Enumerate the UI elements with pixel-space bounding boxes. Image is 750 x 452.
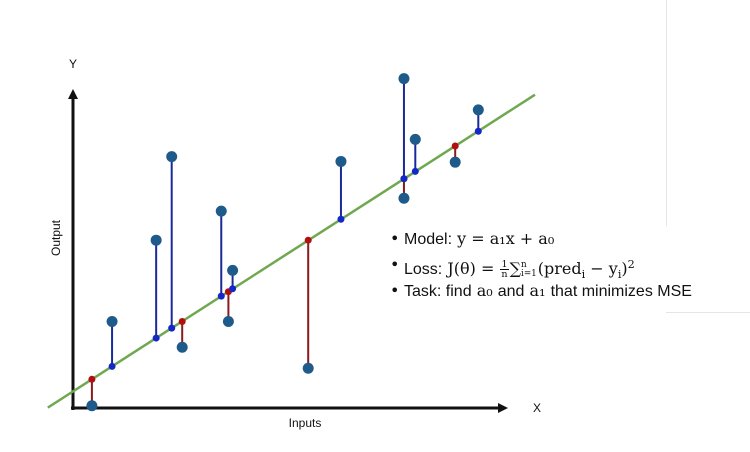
actual-point-15 [472,104,484,116]
task-text-1: Task: find [404,283,472,300]
actual-point-3 [150,234,162,246]
model-label: Model: [404,231,453,248]
loss-fraction-denominator: n [501,269,508,281]
actual-point-12 [398,73,410,85]
predicted-point-2 [108,362,116,370]
y-axis-letter: Y [69,57,77,71]
predicted-point-3 [152,334,160,342]
actual-point-14 [449,156,461,168]
loss-minus: − y [585,259,618,279]
actual-point-1 [86,400,98,412]
loss-close: ) [621,259,628,279]
task-a0: a₀ [476,281,493,300]
actual-point-8 [227,264,239,276]
sum-symbol: ∑ [509,259,521,279]
predicted-point-13 [411,167,419,175]
predicted-point-9 [304,236,312,244]
actual-point-13 [409,133,421,145]
predicted-point-4 [168,324,176,332]
sum-upper: n [521,259,527,270]
task-a1: a₁ [529,281,546,300]
axes [68,89,508,413]
x-axis-letter: X [533,401,541,415]
actual-point-6 [215,205,227,217]
actual-point-11 [398,192,410,204]
annotation-list: Model: y = a₁x + a₀ Loss: J(θ) = 1n∑ni=1… [388,226,692,304]
loss-label: Loss: [404,261,443,279]
predicted-point-14 [451,142,459,150]
predicted-point-5 [178,318,186,326]
loss-lhs: J(θ) = [447,259,495,279]
sum-limits: n i=1 [521,261,537,279]
loss-power: 2 [627,258,635,271]
frame-divider-horizontal [666,312,750,313]
x-axis-label: Inputs [289,416,322,430]
predicted-point-1 [88,375,96,383]
predicted-point-8 [229,285,237,293]
actual-point-4 [166,151,178,163]
actual-point-2 [106,316,118,328]
model-equation: y = a₁x + a₀ [457,229,555,248]
predicted-point-15 [474,127,482,135]
task-text-2: and [497,283,525,300]
sum-lower: i=1 [521,268,537,279]
loss-bullet: Loss: J(θ) = 1n∑ni=1(predi − yi)2 [388,252,692,282]
loss-subscript-i2: i [617,268,622,282]
predicted-point-12 [400,175,408,183]
loss-body: (pred [537,259,582,279]
actual-point-10 [335,155,347,167]
point-layer [86,73,484,412]
frame-divider-vertical [666,0,667,226]
predicted-point-10 [337,215,345,223]
model-bullet: Model: y = a₁x + a₀ [388,226,692,252]
y-axis-label: Output [49,219,63,256]
actual-point-7 [222,316,234,328]
task-bullet: Task: find a₀ and a₁ that minimizes MSE [388,278,692,304]
loss-fraction-numerator: 1 [500,258,509,271]
actual-point-5 [176,341,188,353]
loss-equation: J(θ) = 1 n ∑ n i=1 (predi − yi)2 [447,258,635,282]
loss-subscript-i: i [581,268,586,282]
predicted-point-6 [217,292,225,300]
actual-point-9 [302,362,314,374]
task-text-3: that minimizes MSE [550,283,692,300]
